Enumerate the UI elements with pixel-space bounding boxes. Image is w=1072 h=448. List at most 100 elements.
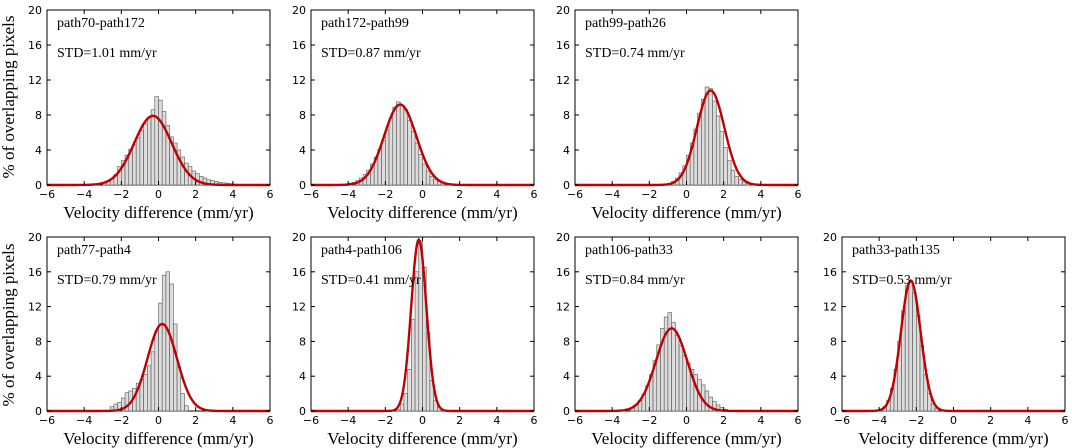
- x-tick-label: 4: [493, 414, 500, 427]
- x-tick-label: −4: [76, 188, 92, 201]
- histogram-bar: [388, 118, 394, 186]
- y-tick-label: 20: [556, 231, 570, 244]
- histogram-bar: [407, 368, 412, 412]
- histogram-bar: [908, 281, 913, 412]
- histogram-bar: [734, 175, 739, 186]
- y-tick-label: 20: [292, 231, 306, 244]
- x-tick-label: 0: [419, 414, 426, 427]
- x-tick-label: −2: [113, 414, 129, 427]
- y-tick-label: 12: [556, 74, 570, 87]
- x-tick-label: 0: [950, 414, 957, 427]
- std-annotation: STD=0.41 mm/yr: [321, 273, 421, 288]
- x-axis-title: Velocity difference (mm/yr): [591, 203, 781, 222]
- y-tick-label: 0: [830, 405, 837, 418]
- x-tick-label: 0: [683, 188, 690, 201]
- histogram-bar: [184, 405, 189, 412]
- panel-path106-path33: −6 −4 −2 0 2 4 6 0 4 8 12 16 20 path106-path33 STD=0.8…: [556, 231, 802, 448]
- x-tick-label: −2: [113, 188, 129, 201]
- x-axis-title: Velocity difference (mm/yr): [327, 203, 517, 222]
- histogram-bar: [399, 105, 405, 186]
- y-tick-label: 0: [35, 405, 42, 418]
- histogram-bar: [723, 147, 728, 186]
- y-tick-label: 16: [292, 39, 306, 52]
- histogram-bar: [425, 170, 431, 186]
- y-tick-label: 8: [299, 335, 306, 348]
- x-tick-label: 6: [1062, 414, 1069, 427]
- histogram-bar: [712, 100, 717, 186]
- y-tick-label: 0: [35, 179, 42, 192]
- histogram-bar: [385, 129, 390, 186]
- x-tick-label: −4: [340, 188, 356, 201]
- x-axis-title: Velocity difference (mm/yr): [63, 429, 253, 448]
- x-tick-label: −6: [567, 414, 583, 427]
- x-tick-label: 2: [720, 188, 727, 201]
- histogram-bar: [165, 271, 170, 412]
- x-tick-label: −6: [39, 414, 55, 427]
- histogram-bar: [407, 119, 412, 186]
- histogram-bar: [418, 154, 423, 186]
- x-axis-title: Velocity difference (mm/yr): [327, 429, 517, 448]
- histogram-bar: [429, 175, 434, 186]
- histogram-bar: [682, 355, 687, 412]
- histogram-bar: [392, 106, 397, 186]
- y-tick-label: 16: [823, 266, 837, 279]
- y-tick-label: 20: [28, 231, 42, 244]
- y-tick-label: 0: [299, 179, 306, 192]
- histogram-bar: [719, 131, 724, 186]
- histogram-bar: [738, 179, 743, 186]
- histogram-bar: [161, 274, 167, 412]
- panel-title: path70-path172: [57, 16, 145, 31]
- x-tick-label: 2: [192, 188, 199, 201]
- x-tick-label: −6: [39, 188, 55, 201]
- y-tick-label: 8: [830, 335, 837, 348]
- x-tick-label: 4: [757, 414, 764, 427]
- y-tick-label: 12: [556, 301, 570, 314]
- histogram-bar: [708, 88, 713, 186]
- histogram-bar: [135, 137, 141, 186]
- std-annotation: STD=0.74 mm/yr: [585, 46, 685, 61]
- histogram-bar: [671, 321, 676, 412]
- y-tick-label: 20: [556, 4, 570, 17]
- histogram-bar: [704, 390, 710, 412]
- panel-path172-path99: −6 −4 −2 0 2 4 6 0 4 8 12 16 20 path172-path99 STD=0.8…: [292, 4, 538, 222]
- histogram-bar: [158, 99, 163, 186]
- y-tick-label: 4: [299, 144, 306, 157]
- y-tick-label: 16: [292, 266, 306, 279]
- x-tick-label: 0: [155, 188, 162, 201]
- y-tick-label: 0: [299, 405, 306, 418]
- x-tick-label: 4: [1024, 414, 1031, 427]
- x-tick-label: 2: [456, 188, 463, 201]
- histogram-bar: [675, 335, 680, 412]
- y-axis-label-row-1: % of overlapping pixels: [0, 16, 18, 179]
- histogram-bar: [132, 144, 137, 186]
- x-tick-label: 4: [757, 188, 764, 201]
- x-tick-label: −4: [76, 414, 92, 427]
- x-tick-label: 0: [419, 188, 426, 201]
- histogram-bar: [403, 109, 408, 186]
- histogram-bar: [411, 319, 416, 412]
- histogram-bar: [381, 140, 386, 186]
- x-tick-label: 6: [795, 188, 802, 201]
- histogram-bar: [715, 115, 721, 186]
- x-tick-label: 6: [795, 414, 802, 427]
- histogram-bar: [411, 131, 416, 186]
- y-tick-label: 4: [830, 370, 837, 383]
- x-tick-label: 2: [720, 414, 727, 427]
- y-tick-label: 4: [563, 144, 570, 157]
- x-tick-label: 4: [229, 414, 236, 427]
- histogram-bar: [180, 393, 185, 412]
- y-tick-label: 4: [35, 370, 42, 383]
- y-tick-label: 8: [299, 109, 306, 122]
- x-tick-label: −2: [377, 414, 393, 427]
- std-annotation: STD=1.01 mm/yr: [57, 46, 157, 61]
- x-tick-label: −4: [340, 414, 356, 427]
- plot-frame: [841, 236, 1066, 412]
- histogram-bar: [414, 142, 420, 186]
- panel-path99-path26: −6 −4 −2 0 2 4 6 0 4 8 12 16 20 path99-path26 STD=0.74…: [556, 4, 802, 222]
- y-tick-label: 8: [563, 335, 570, 348]
- histogram-bar: [930, 403, 936, 412]
- histogram-bar: [143, 374, 148, 412]
- panel-title: path106-path33: [585, 243, 673, 258]
- x-tick-label: 6: [267, 188, 274, 201]
